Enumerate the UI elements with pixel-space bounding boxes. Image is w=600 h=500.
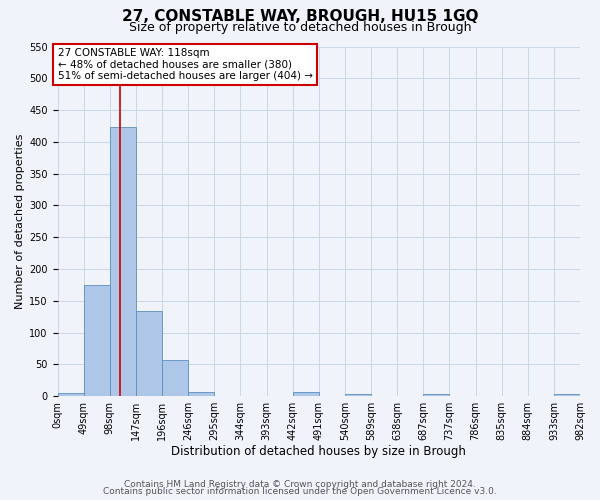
Bar [554, 394, 580, 396]
Bar [83, 286, 110, 396]
Bar [423, 394, 449, 396]
Bar [136, 311, 162, 396]
Y-axis label: Number of detached properties: Number of detached properties [15, 134, 25, 309]
Bar [188, 392, 214, 396]
X-axis label: Distribution of detached houses by size in Brough: Distribution of detached houses by size … [172, 444, 466, 458]
Bar [110, 126, 136, 396]
Bar [293, 392, 319, 396]
Text: Contains public sector information licensed under the Open Government Licence v3: Contains public sector information licen… [103, 487, 497, 496]
Text: 27, CONSTABLE WAY, BROUGH, HU15 1GQ: 27, CONSTABLE WAY, BROUGH, HU15 1GQ [122, 9, 478, 24]
Bar [58, 393, 83, 396]
Bar [345, 394, 371, 396]
Bar [162, 360, 188, 396]
Text: Size of property relative to detached houses in Brough: Size of property relative to detached ho… [129, 21, 471, 34]
Text: Contains HM Land Registry data © Crown copyright and database right 2024.: Contains HM Land Registry data © Crown c… [124, 480, 476, 489]
Text: 27 CONSTABLE WAY: 118sqm
← 48% of detached houses are smaller (380)
51% of semi-: 27 CONSTABLE WAY: 118sqm ← 48% of detach… [58, 48, 313, 81]
